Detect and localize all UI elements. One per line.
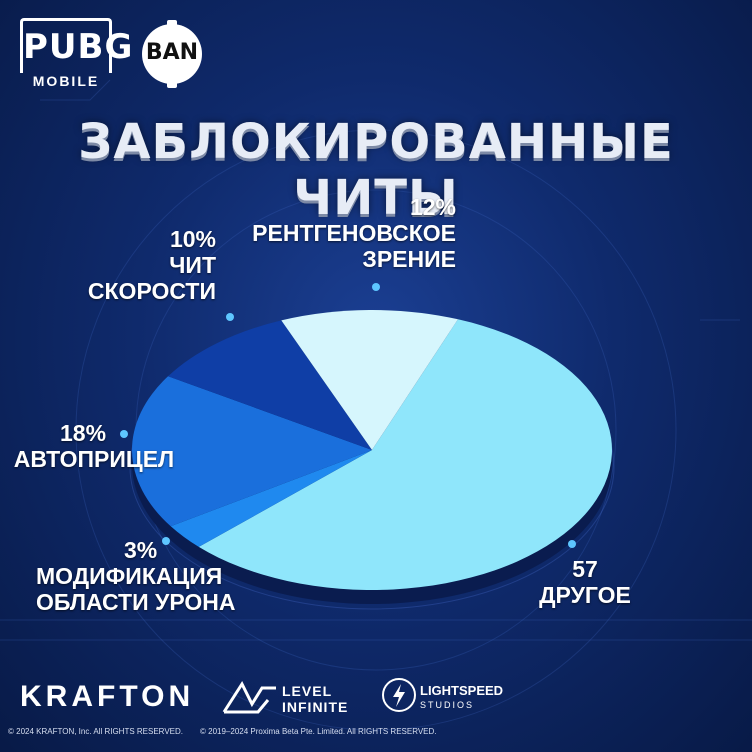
- lightspeed-line1: LIGHTSPEED: [420, 683, 504, 698]
- pie-slice-4: [281, 310, 459, 450]
- label-area: 3% МОДИФИКАЦИЯ ОБЛАСТИ УРОНА: [36, 537, 246, 615]
- level-infinite-logo: LEVEL INFINITE: [222, 680, 362, 716]
- leader-dot-area: [162, 537, 170, 545]
- leader-dot-xray: [372, 283, 380, 291]
- logo-main-text: PUBG: [20, 18, 132, 73]
- label-xray-line2: ЗРЕНИЕ: [362, 246, 456, 272]
- label-xray-line1: РЕНТГЕНОВСКОЕ: [252, 220, 456, 246]
- chart-title: ЗАБЛОКИРОВАННЫЕ ЧИТЫ: [78, 114, 674, 226]
- label-xray-value: 12%: [409, 194, 456, 220]
- level-infinite-icon: [222, 680, 276, 714]
- ban-badge: BAN: [136, 18, 208, 90]
- lightspeed-icon: [382, 678, 416, 712]
- level-line1: LEVEL: [282, 683, 333, 699]
- label-xray: 12% РЕНТГЕНОВСКОЕ ЗРЕНИЕ: [246, 194, 456, 272]
- logo-sub-text: MOBILE: [32, 73, 100, 89]
- label-speed: 10% ЧИТ СКОРОСТИ: [70, 226, 216, 304]
- label-other-line1: ДРУГОЕ: [539, 582, 631, 608]
- lightspeed-line2: STUDIOS: [420, 700, 475, 710]
- leader-dot-speed: [226, 313, 234, 321]
- label-speed-value: 10%: [169, 226, 216, 252]
- label-speed-line1: ЧИТ: [169, 252, 216, 278]
- label-other-value: 57: [572, 556, 598, 582]
- lightspeed-logo: LIGHTSPEED STUDIOS: [382, 678, 532, 718]
- label-area-line2: ОБЛАСТИ УРОНА: [36, 589, 236, 615]
- label-aim-value: 18%: [60, 420, 107, 446]
- copyright-left: © 2024 KRAFTON, Inc. All RIGHTS RESERVED…: [8, 727, 183, 736]
- level-line2: INFINITE: [282, 699, 349, 715]
- footer-logos: KRAFTON LEVEL INFINITE LIGHTSPEED STUDIO…: [0, 672, 752, 722]
- leader-dot-aim: [120, 430, 128, 438]
- krafton-logo: KRAFTON: [20, 680, 195, 713]
- ban-badge-text: BAN: [145, 40, 199, 65]
- label-area-line1: МОДИФИКАЦИЯ: [36, 563, 223, 589]
- copyright-right: © 2019–2024 Proxima Beta Pte. Limited. A…: [200, 727, 437, 736]
- label-area-value: 3%: [124, 537, 158, 563]
- label-other: 57 ДРУГОЕ: [530, 556, 640, 608]
- pubg-mobile-logo: PUBG MOBILE: [20, 18, 132, 90]
- label-speed-line2: СКОРОСТИ: [87, 278, 216, 304]
- pie-slice-0: [198, 319, 613, 590]
- label-aim-line1: АВТОПРИЦЕЛ: [13, 446, 175, 472]
- ban-badge-shape: [142, 20, 202, 88]
- pie-slice-3: [168, 320, 372, 450]
- pie-slice-1: [170, 450, 372, 547]
- label-aim: 18% АВТОПРИЦЕЛ: [4, 420, 184, 472]
- pie-slice-2: [132, 376, 372, 527]
- leader-dot-other: [568, 540, 576, 548]
